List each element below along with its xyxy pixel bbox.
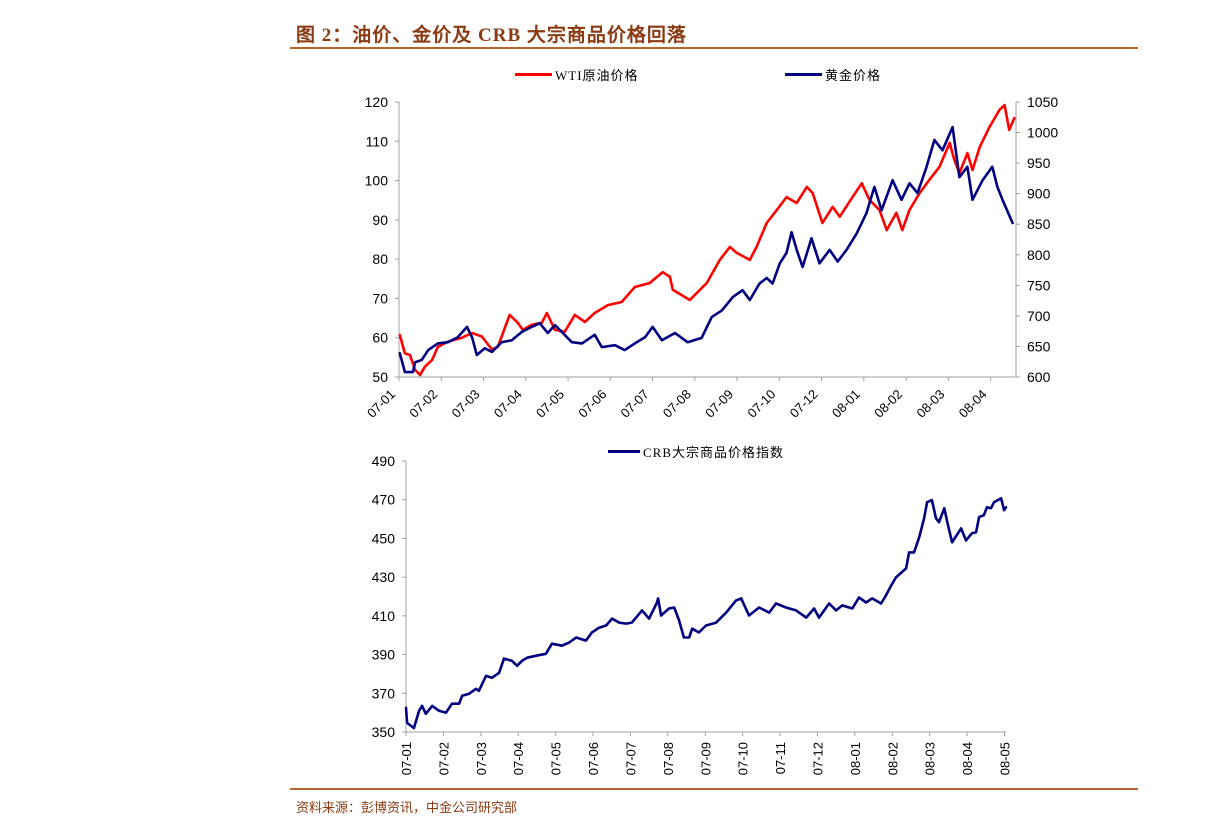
y-tick-label-right: 700 [1027,308,1051,324]
y-tick-label-right: 650 [1027,338,1051,354]
legend-swatch-wti [515,73,552,76]
y-tick-label-left: 120 [365,94,389,110]
x-tick-label: 07-09 [702,387,736,421]
y-tick-label-right: 950 [1027,155,1051,171]
x-tick-label: 08-04 [956,387,990,421]
y-tick-label-right: 850 [1027,216,1051,232]
x-tick-label: 07-06 [575,387,609,421]
oil-gold-price-chart: 120 110 100 90 80 70 60 50 1050 1000 950 900 850 800 7… [364,94,1058,421]
x-tick-label: 07-02 [406,387,440,421]
legend-swatch-gold [785,73,822,76]
legend-item-gold: 黄金价格 [785,65,881,84]
x-tick-label: 07-05 [533,387,567,421]
y-tick-label-left: 70 [372,290,388,306]
x-tick-label: 07-09 [698,742,713,775]
x-tick-label: 08-02 [885,742,900,775]
x-tick-label: 07-05 [549,742,564,775]
x-tick-label: 08-01 [829,387,863,421]
x-tick-label: 07-02 [436,742,451,775]
x-tick-label: 07-04 [491,387,525,421]
y-tick-label-right: 800 [1027,247,1051,263]
y-tick-label-left: 430 [372,569,396,585]
title-divider [290,47,1138,49]
y-tick-label-right: 750 [1027,277,1051,293]
x-tick-label: 08-05 [998,742,1013,775]
x-tick-label: 07-01 [399,742,414,775]
y-tick-label-left: 370 [372,685,396,701]
x-tick-label: 07-08 [661,742,676,775]
x-tick-label: 08-04 [960,742,975,775]
source-note: 资料来源：彭博资讯，中金公司研究部 [296,800,518,815]
x-tick-label: 07-12 [787,387,821,421]
x-tick-label: 07-03 [474,742,489,775]
footer-divider [290,788,1138,790]
x-tick-label: 07-12 [810,742,825,775]
y-tick-label-left: 490 [372,453,396,469]
y-tick-label-right: 1050 [1027,94,1058,110]
figure-title: 图 2：油价、金价及 CRB 大宗商品价格回落 [296,25,687,46]
y-tick-label-left: 470 [372,492,396,508]
y-tick-label-left: 90 [372,212,388,228]
legend-label-crb: CRB大宗商品价格指数 [643,445,785,460]
x-tick-label: 08-03 [923,742,938,775]
x-tick-label: 07-07 [623,742,638,775]
x-tick-label: 07-06 [586,742,601,775]
y-tick-label-left: 390 [372,647,396,663]
y-tick-label-left: 110 [366,133,389,149]
series-line-crb [404,496,1008,730]
y-tick-label-left: 450 [372,530,396,546]
x-tick-label: 07-03 [449,387,483,421]
legend-label-wti: WTI原油价格 [555,68,639,83]
x-tick-label: 08-01 [848,742,863,775]
y-tick-label-left: 100 [365,173,389,189]
series-line-gold [398,125,1014,374]
x-tick-label: 07-07 [618,387,652,421]
legend-swatch-crb [608,450,640,453]
y-tick-label-left: 60 [372,330,388,346]
y-tick-label-right: 600 [1027,369,1051,385]
y-tick-label-left: 410 [372,608,396,624]
x-tick-label: 08-03 [913,387,947,421]
x-tick-label: 07-04 [511,742,526,775]
legend-item-wti: WTI原油价格 [515,65,639,84]
y-tick-label-right: 900 [1027,186,1051,202]
legend-label-gold: 黄金价格 [825,68,882,83]
y-tick-label-left: 80 [372,251,388,267]
series-line-wti [398,103,1016,377]
y-tick-label-left: 50 [372,369,388,385]
y-tick-label-right: 1000 [1027,125,1058,141]
x-tick-label: 07-08 [660,387,694,421]
x-tick-label: 08-02 [871,387,905,421]
x-tick-label: 07-11 [773,742,788,774]
x-tick-label: 07-01 [364,387,398,421]
x-tick-label: 07-10 [736,742,751,775]
x-tick-label: 07-10 [744,387,778,421]
y-tick-label-left: 350 [372,724,396,740]
legend-item-crb: CRB大宗商品价格指数 [608,442,784,461]
